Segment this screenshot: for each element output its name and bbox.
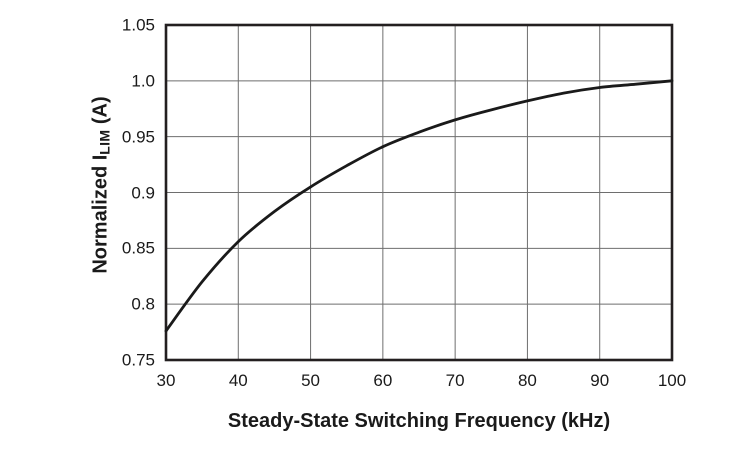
x-tick-label-40: 40 [228, 371, 248, 390]
x-tick-label-60: 60 [373, 371, 393, 390]
y-axis-label-unit: (A) [89, 95, 112, 130]
y-tick-label-0.95: 0.95 [121, 127, 155, 147]
y-tick-label-0.9: 0.9 [131, 183, 155, 202]
y-tick-label-0.8: 0.8 [131, 294, 155, 314]
y-tick-label-0.85: 0.85 [121, 238, 155, 258]
x-tick-label-90: 90 [590, 371, 610, 390]
data-curve [164, 79, 674, 333]
plot-border [164, 23, 674, 362]
x-tick-label-100: 100 [657, 371, 687, 390]
x-tick-label-50: 50 [301, 371, 321, 390]
y-tick-label-1.0: 1.0 [131, 71, 155, 91]
y-tick-label-1.05: 1.05 [121, 15, 155, 35]
x-tick-label-80: 80 [517, 371, 537, 390]
x-tick-label-30: 30 [156, 371, 176, 390]
x-axis-label: Steady-State Switching Frequency (kHz) [227, 410, 611, 432]
x-tick-label-70: 70 [445, 371, 465, 390]
y-tick-label-0.75: 0.75 [121, 350, 155, 370]
